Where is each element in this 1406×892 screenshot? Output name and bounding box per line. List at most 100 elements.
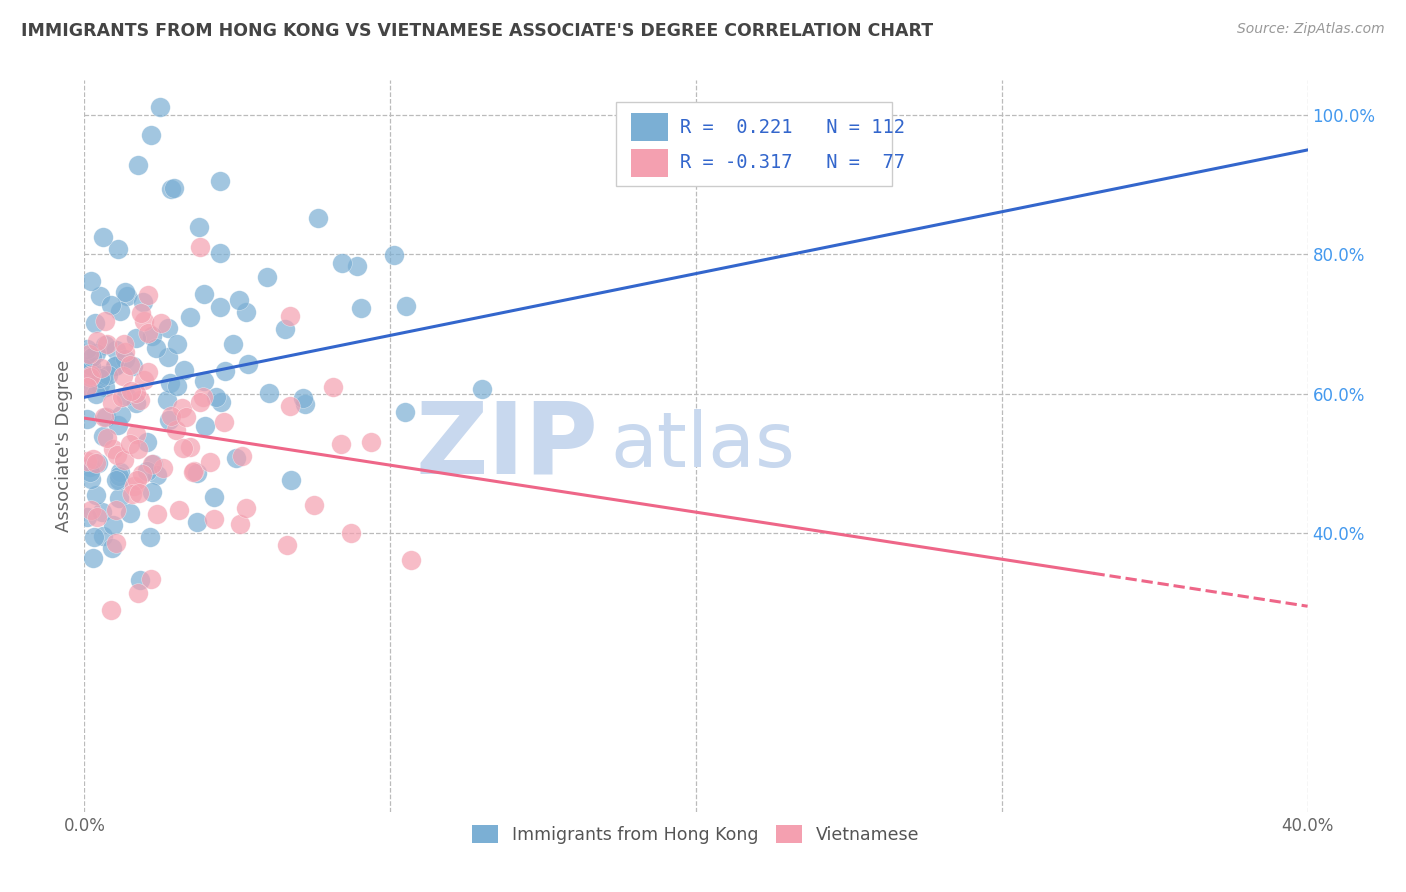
Point — [238, 357, 260, 371]
Point — [256, 270, 278, 285]
Point — [330, 256, 353, 270]
Point — [120, 384, 142, 399]
Y-axis label: Associate's Degree: Associate's Degree — [55, 359, 73, 533]
Point — [198, 455, 221, 469]
Point — [181, 465, 204, 479]
Point — [89, 371, 111, 385]
Point — [96, 409, 118, 424]
Text: ZIP: ZIP — [415, 398, 598, 494]
Point — [118, 436, 141, 450]
Point — [82, 451, 104, 466]
Point — [125, 396, 148, 410]
Point — [202, 490, 225, 504]
Point — [167, 503, 190, 517]
Point — [107, 418, 129, 433]
Point — [118, 506, 141, 520]
Point — [225, 451, 247, 466]
Point — [179, 310, 201, 324]
Point — [76, 412, 98, 426]
Point — [114, 352, 136, 367]
Point — [138, 530, 160, 544]
Point — [382, 248, 405, 262]
Point — [122, 478, 145, 492]
Point — [179, 440, 201, 454]
Point — [136, 288, 159, 302]
Point — [132, 294, 155, 309]
Text: atlas: atlas — [610, 409, 796, 483]
Text: R = -0.317   N =  77: R = -0.317 N = 77 — [681, 153, 905, 172]
Point — [127, 442, 149, 456]
Point — [139, 128, 162, 142]
Point — [112, 453, 135, 467]
Point — [125, 427, 148, 442]
Point — [89, 377, 111, 392]
Point — [128, 486, 150, 500]
Point — [194, 419, 217, 434]
Point — [83, 530, 105, 544]
Point — [135, 464, 157, 478]
Text: R =  0.221   N = 112: R = 0.221 N = 112 — [681, 118, 905, 136]
Point — [141, 457, 163, 471]
Point — [212, 415, 235, 429]
Point — [349, 301, 371, 316]
Point — [209, 395, 232, 409]
Text: IMMIGRANTS FROM HONG KONG VS VIETNAMESE ASSOCIATE'S DEGREE CORRELATION CHART: IMMIGRANTS FROM HONG KONG VS VIETNAMESE … — [21, 22, 934, 40]
Point — [322, 380, 344, 394]
Point — [108, 468, 131, 483]
Point — [101, 396, 124, 410]
Point — [83, 316, 105, 330]
Point — [346, 259, 368, 273]
Point — [399, 553, 422, 567]
Point — [117, 289, 139, 303]
Point — [90, 505, 112, 519]
FancyBboxPatch shape — [616, 103, 891, 186]
Point — [394, 404, 416, 418]
Point — [152, 461, 174, 475]
Point — [79, 369, 101, 384]
Point — [294, 396, 316, 410]
Point — [79, 465, 101, 479]
Point — [104, 473, 127, 487]
Point — [76, 342, 98, 356]
Point — [193, 390, 215, 404]
Point — [173, 363, 195, 377]
Point — [257, 386, 280, 401]
Point — [166, 337, 188, 351]
Point — [107, 473, 129, 487]
Point — [145, 341, 167, 355]
Point — [80, 368, 103, 383]
Point — [76, 510, 98, 524]
Point — [280, 473, 302, 487]
Point — [157, 413, 180, 427]
Point — [80, 359, 103, 374]
Point — [170, 401, 193, 416]
Point — [129, 573, 152, 587]
Point — [86, 509, 108, 524]
Point — [87, 456, 110, 470]
Point — [79, 460, 101, 475]
Point — [93, 338, 115, 352]
Point — [127, 158, 149, 172]
Point — [111, 390, 134, 404]
Point — [131, 306, 153, 320]
Point — [278, 399, 301, 413]
Point — [121, 487, 143, 501]
Point — [204, 391, 226, 405]
Point — [278, 309, 301, 323]
Point — [360, 434, 382, 449]
Point — [129, 393, 152, 408]
Point — [142, 458, 165, 472]
Point — [94, 314, 117, 328]
Point — [96, 431, 118, 445]
Point — [82, 550, 104, 565]
Point — [103, 517, 125, 532]
Point — [163, 180, 186, 194]
Point — [193, 374, 215, 388]
Point — [89, 289, 111, 303]
Point — [127, 586, 149, 600]
Point — [141, 328, 163, 343]
Point — [105, 449, 128, 463]
Point — [110, 408, 132, 422]
Point — [114, 285, 136, 299]
Point — [228, 293, 250, 307]
